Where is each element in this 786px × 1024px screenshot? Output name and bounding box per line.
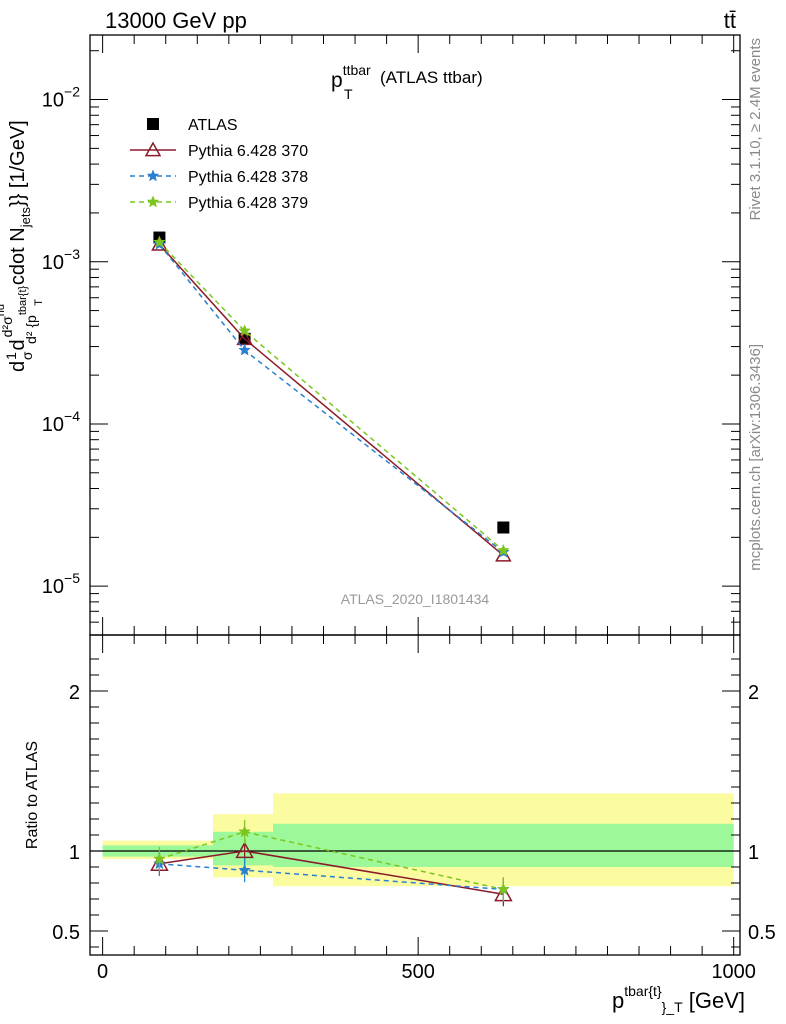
ratio-band-inner: [273, 823, 734, 867]
main-y-tick-label: 10−2: [42, 84, 80, 112]
x-axis-label-sup: tbar{t}: [624, 983, 662, 999]
x-axis-label: ptbar{t}}_T [GeV]: [612, 983, 745, 1015]
main-title-rest: (ATLAS ttbar): [380, 68, 483, 87]
ratio-y-tick-label: 1: [69, 842, 80, 864]
x-axis-label-sub: }_T: [662, 999, 683, 1015]
data-marker-square: [497, 521, 510, 534]
main-title-sup: ttbar: [343, 62, 371, 78]
ratio-y-label: Ratio to ATLAS: [24, 741, 41, 849]
main-y-ticks: 10−5 10−4 10−3 10−2: [42, 35, 740, 635]
main-title: pttbar: [331, 62, 371, 92]
data-marker-star: [238, 863, 251, 876]
ratio-series-2: [153, 819, 510, 902]
ratio-band-inner: [213, 831, 274, 866]
data-marker-star: [238, 343, 251, 356]
main-y-tick-label: 10−5: [42, 570, 80, 598]
x-tick-label: 0: [97, 961, 108, 983]
data-marker-star: [146, 195, 160, 208]
data-marker-star: [238, 324, 251, 337]
main-y-label: d1σdd²σndd² {ptbar{t} Tcdot Njets}} [1/Ge…: [0, 120, 45, 372]
main-series-1: [151, 235, 512, 562]
ratio-y-tick-label-right: 0.5: [748, 922, 776, 944]
header-left: 13000 GeV pp: [105, 8, 247, 33]
data-marker-triangle: [235, 841, 254, 859]
x-ticks: 0 500 1000: [97, 635, 756, 983]
data-marker-star: [146, 169, 160, 182]
legend-label: Pythia 6.428 378: [188, 169, 308, 186]
legend-label: Pythia 6.428 370: [188, 143, 308, 160]
main-title-p: p: [331, 69, 343, 92]
main-y-tick-label: 10−3: [42, 246, 80, 274]
main-series-3: [153, 235, 510, 556]
x-axis-label-base: p: [612, 988, 624, 1013]
legend-label: ATLAS: [188, 117, 238, 134]
legend-item: ATLAS: [147, 117, 238, 134]
legend: ATLAS Pythia 6.428 370 Pythia 6.428 378 Pyt…: [130, 117, 308, 212]
main-series-line: [158, 243, 504, 556]
x-axis-label-rest: [GeV]: [683, 988, 745, 1013]
ratio-plot-panel: 0.5 0.5 1 1 2 2 0 500 1000 Ratio to ATLAS ptbar…: [24, 634, 776, 1015]
data-marker-star: [153, 235, 166, 248]
header-right: tt̄: [724, 8, 736, 33]
ratio-y-tick-label: 2: [69, 682, 80, 704]
legend-item: Pythia 6.428 370: [130, 141, 308, 160]
x-tick-label: 1000: [711, 961, 756, 983]
data-marker-star: [496, 543, 510, 556]
legend-item: Pythia 6.428 378: [130, 169, 308, 186]
data-marker-square: [147, 118, 159, 130]
data-marker-star: [238, 825, 251, 838]
main-y-tick-label: 10−4: [42, 408, 80, 436]
ratio-y-tick-label-right: 1: [748, 842, 759, 864]
main-series-line: [158, 243, 504, 553]
main-title-sub: T: [344, 86, 353, 102]
main-series-group: [151, 231, 512, 562]
ratio-y-ticks: 0.5 0.5 1 1 2 2: [52, 658, 776, 948]
mcplots-label: mcplots.cern.ch [arXiv:1306.3436]: [747, 344, 764, 571]
ratio-plot-frame: [89, 634, 741, 956]
data-marker-triangle: [144, 141, 162, 157]
ratio-uncertainty-bands: [102, 793, 734, 887]
data-marker-star: [153, 852, 166, 865]
main-series-line: [158, 241, 504, 552]
ratio-y-tick-label: 0.5: [52, 922, 80, 944]
legend-item: Pythia 6.428 379: [130, 195, 308, 212]
legend-label: Pythia 6.428 379: [188, 195, 308, 212]
main-series-0: [153, 231, 510, 534]
watermark: ATLAS_2020_I1801434: [341, 591, 490, 607]
x-tick-label: 500: [401, 961, 434, 983]
ratio-y-tick-label-right: 2: [748, 682, 759, 704]
rivet-label: Rivet 3.1.10, ≥ 2.4M events: [747, 38, 764, 221]
data-marker-star: [496, 882, 510, 895]
main-plot-panel: 10−510−410−310−2 pttbar T (ATLAS ttbar) …: [0, 34, 741, 636]
ratio-series-line: [159, 831, 504, 891]
ratio-series-group: [150, 819, 513, 907]
main-y-label-text: d1σdd²σndd² {ptbar{t} Tcdot Njets}} [1/Ge…: [0, 120, 45, 372]
